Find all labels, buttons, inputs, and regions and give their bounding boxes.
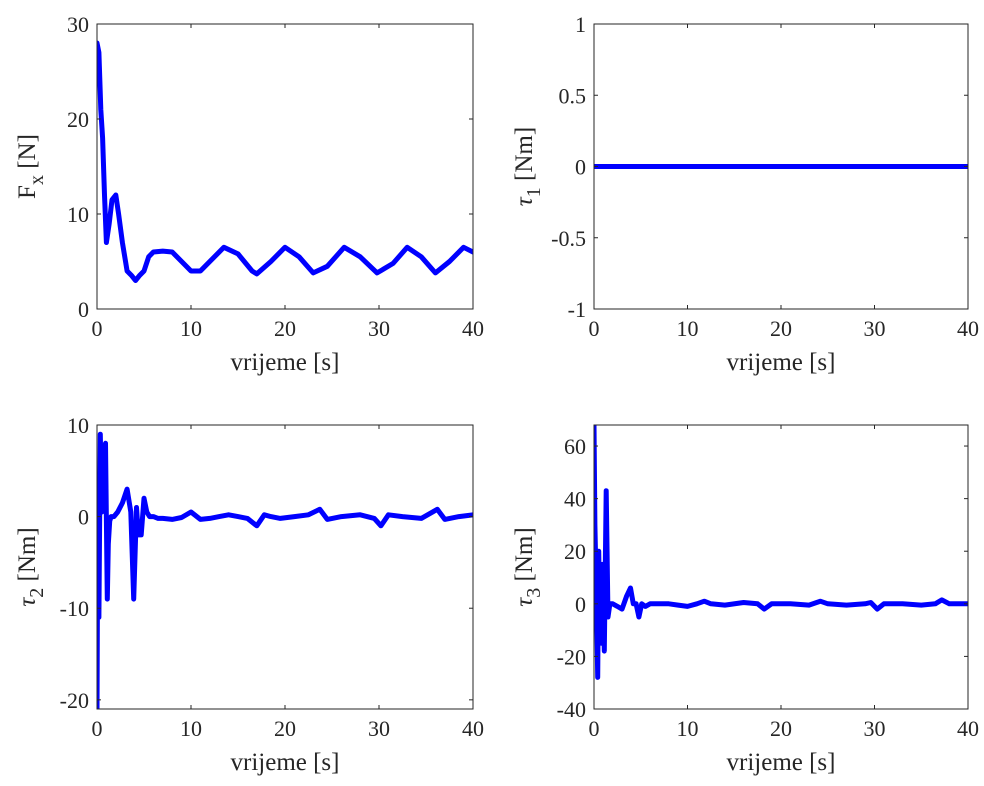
axes-frame (96, 424, 474, 710)
panel-tau1: 0 10 20 30 40 -1 -0.5 0 0.5 1 vrijeme [s] τ1 [Nm] (511, 12, 979, 376)
series-line-fx (97, 40, 473, 283)
y-tick-label: 10 (67, 413, 89, 438)
axes-frame (96, 23, 474, 310)
x-tick-label: 0 (589, 316, 600, 341)
x-tick-label: 0 (589, 716, 600, 741)
x-axis-label: vrijeme [s] (231, 749, 340, 776)
y-tick-label: 20 (67, 107, 89, 132)
y-tick-label: -0.5 (551, 226, 586, 251)
y-tick-label: 0 (78, 505, 89, 530)
series-line-tau3 (594, 425, 968, 680)
x-tick-label: 0 (92, 716, 103, 741)
x-tick-label: 20 (274, 316, 296, 341)
x-tick-label: 40 (957, 716, 979, 741)
x-tick-label: 10 (677, 716, 699, 741)
x-tick-label: 40 (957, 316, 979, 341)
x-axis-label: vrijeme [s] (231, 349, 340, 376)
y-axis-label: τ1 [Nm] (511, 127, 545, 206)
x-tick-label: 40 (462, 316, 484, 341)
panel-tau2: 0 10 20 30 40 -20 -10 0 10 vrijeme [s] τ2 [Nm] (14, 413, 484, 776)
y-tick-label: -20 (60, 688, 89, 713)
x-tick-label: 20 (274, 716, 296, 741)
y-tick-label: 0 (575, 592, 586, 617)
y-axis-label: Fx [N] (14, 134, 48, 199)
y-tick-label: 1 (575, 12, 586, 37)
axes-frame (593, 424, 969, 710)
x-axis-label: vrijeme [s] (727, 349, 836, 376)
y-tick-label: 60 (564, 434, 586, 459)
y-tick-label: 40 (564, 487, 586, 512)
y-tick-label: 20 (564, 539, 586, 564)
series-line-tau2 (97, 431, 473, 709)
x-tick-label: 30 (368, 316, 390, 341)
x-tick-label: 10 (677, 316, 699, 341)
panel-fx: 0 10 20 30 40 0 10 20 30 vrijeme [s] Fx [N] (14, 12, 484, 376)
y-axis-label: τ3 [Nm] (511, 527, 545, 606)
x-axis-label: vrijeme [s] (727, 749, 836, 776)
x-tick-label: 10 (180, 316, 202, 341)
x-tick-label: 20 (770, 316, 792, 341)
x-tick-label: 30 (368, 716, 390, 741)
y-axis-label: τ2 [Nm] (14, 527, 48, 606)
x-tick-label: 30 (864, 716, 886, 741)
y-tick-label: 0 (575, 155, 586, 180)
y-tick-label: -10 (60, 596, 89, 621)
y-tick-label: 10 (67, 202, 89, 227)
y-tick-label: -1 (568, 297, 586, 322)
y-tick-label: 0 (78, 297, 89, 322)
x-tick-label: 20 (770, 716, 792, 741)
y-tick-label: 0.5 (559, 83, 587, 108)
x-tick-label: 30 (864, 316, 886, 341)
y-tick-label: -20 (557, 644, 586, 669)
x-tick-label: 0 (92, 316, 103, 341)
y-tick-label: -40 (557, 697, 586, 722)
panel-tau3: 0 10 20 30 40 -40 -20 0 20 40 60 vrijeme [s] τ3 [Nm] (511, 424, 979, 776)
x-tick-label: 10 (180, 716, 202, 741)
x-tick-label: 40 (462, 716, 484, 741)
y-tick-label: 30 (67, 12, 89, 37)
